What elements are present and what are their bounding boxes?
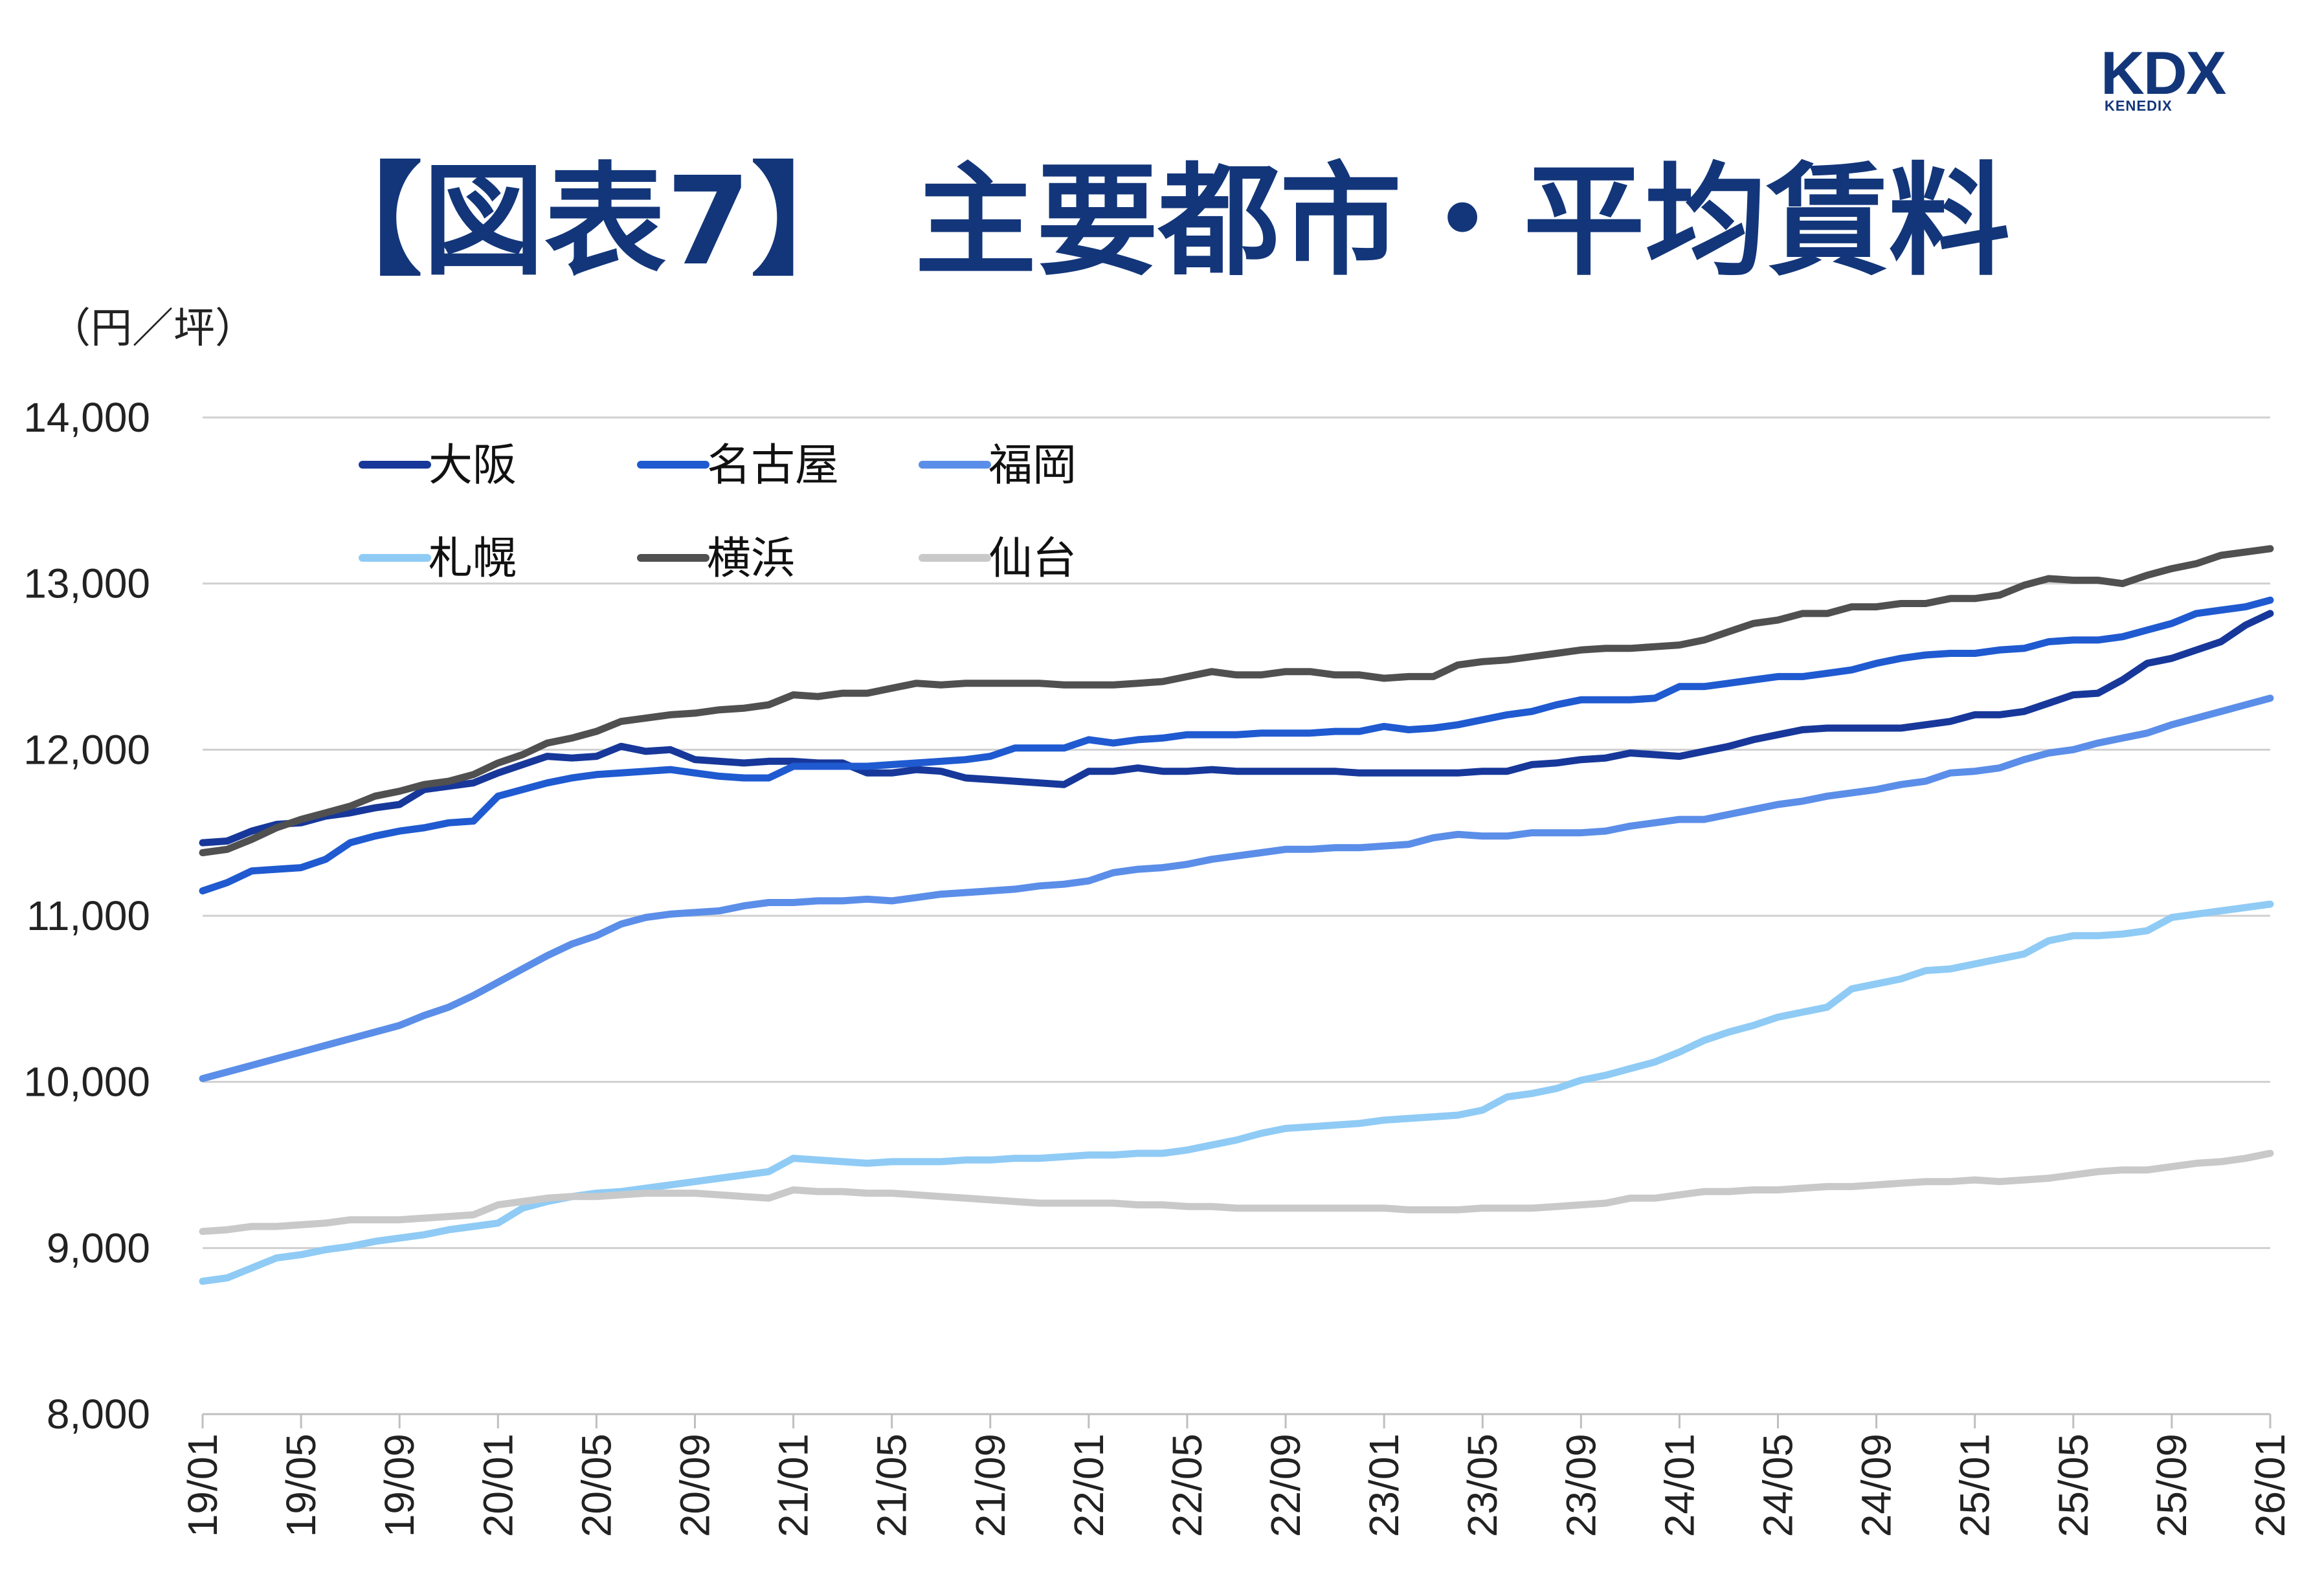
kdx-logo: KDX KENEDIX [2101,43,2262,115]
x-tick-label: 19/05 [278,1434,324,1537]
x-tick-label: 21/01 [770,1434,817,1537]
series-lines [199,545,2274,1285]
x-tick-label: 25/09 [2149,1434,2195,1537]
logo-subtitle: KENEDIX [2104,98,2172,114]
series-line-sendai [199,1149,2274,1236]
legend-item-nagoya: 名古屋 [637,440,839,491]
y-tick-label: 13,000 [23,560,150,607]
series-line-osaka [199,610,2274,847]
y-axis: 8,000 9,000 10,000 11,000 12,000 13,000 14,000 [23,394,150,1437]
legend-label: 大阪 [429,440,517,491]
x-tick-label: 24/09 [1853,1434,1900,1537]
series-line-sapporo [199,900,2274,1285]
x-axis: 19/01 19/05 19/09 20/01 20/05 20/09 21/01 21/05… [179,1414,2294,1537]
x-tick-label: 23/05 [1459,1434,1506,1537]
x-tick-label: 19/01 [179,1434,226,1537]
series-line-nagoya [199,596,2274,894]
legend-label: 名古屋 [707,440,839,491]
x-tick-label: 24/05 [1755,1434,1802,1537]
legend-item-yokohama: 横浜 [637,533,795,584]
x-tick-label: 22/01 [1066,1434,1112,1537]
logo-mark: KDX [2101,39,2226,107]
series-line-fukuoka [199,694,2274,1082]
chart-title: 【図表7】 主要都市・平均賃料 [300,151,2011,293]
x-tick-label: 23/09 [1557,1434,1604,1537]
legend-label: 福岡 [988,440,1077,491]
x-tick-label: 25/05 [2050,1434,2097,1537]
y-tick-label: 14,000 [23,394,150,441]
legend-label: 横浜 [707,533,795,584]
x-tick-label: 20/09 [671,1434,718,1537]
legend-item-sendai: 仙台 [919,533,1077,584]
x-tick-label: 23/01 [1361,1434,1407,1537]
x-tick-label: 20/05 [573,1434,620,1537]
legend-item-fukuoka: 福岡 [919,440,1077,491]
x-tick-label: 22/05 [1164,1434,1211,1537]
x-tick-label: 26/01 [2247,1434,2294,1537]
y-tick-label: 12,000 [23,726,150,773]
y-tick-label: 11,000 [27,892,150,939]
legend-item-sapporo: 札幌 [359,533,517,584]
x-tick-label: 25/01 [1952,1434,1998,1537]
series-line-yokohama [199,545,2274,856]
legend-label: 仙台 [988,533,1077,584]
y-tick-label: 8,000 [47,1391,150,1437]
x-tick-label: 19/09 [376,1434,423,1537]
legend-label: 札幌 [429,533,517,584]
legend-item-osaka: 大阪 [359,440,517,491]
y-axis-unit-label: （円／坪） [49,305,256,353]
x-tick-label: 20/01 [474,1434,521,1537]
x-tick-label: 21/09 [967,1434,1014,1537]
x-tick-label: 21/05 [869,1434,915,1537]
x-tick-label: 24/01 [1656,1434,1703,1537]
y-tick-label: 9,000 [47,1225,150,1271]
gridlines [203,416,2270,1415]
x-tick-label: 22/09 [1262,1434,1309,1537]
y-tick-label: 10,000 [23,1059,150,1105]
